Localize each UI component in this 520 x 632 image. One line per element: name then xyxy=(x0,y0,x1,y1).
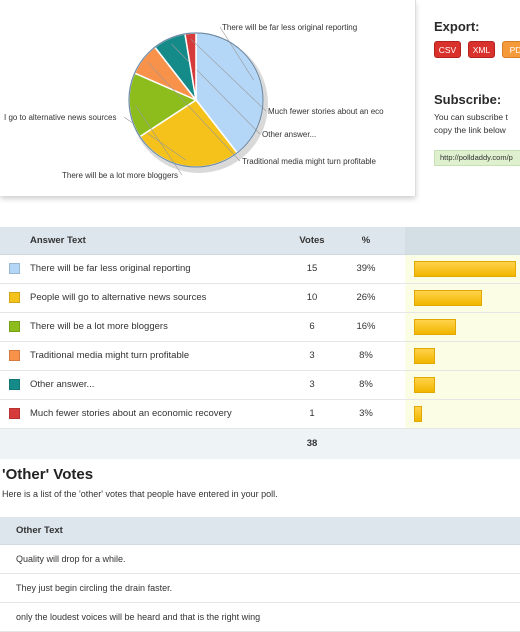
bar-cell xyxy=(405,400,520,428)
vote-percent: 26% xyxy=(356,292,376,303)
pie-label: There will be far less original reportin… xyxy=(222,23,357,32)
other-vote-row: Quality will drop for a while. xyxy=(0,545,520,574)
subscribe-text-line: copy the link below xyxy=(434,125,506,135)
bar-cell xyxy=(405,371,520,399)
color-swatch xyxy=(9,408,20,419)
pie-label: There will be a lot more bloggers xyxy=(62,171,178,180)
pie-label: I go to alternative news sources xyxy=(4,113,117,122)
pie-leader-line xyxy=(190,38,267,112)
pie-label: Much fewer stories about an eco xyxy=(268,107,384,116)
vote-count: 15 xyxy=(306,263,318,274)
side-panel: Export: CSV XML PD Subscribe: You can su… xyxy=(416,0,520,200)
other-text-header: Other Text xyxy=(0,517,520,545)
results-table: Answer Text Votes % There will be far le… xyxy=(0,227,520,459)
export-xml-button[interactable]: XML xyxy=(468,41,495,58)
subscribe-text: You can subscribe t copy the link below xyxy=(434,111,520,137)
color-swatch xyxy=(9,292,20,303)
bar-cell xyxy=(405,255,520,283)
subscribe-url-field[interactable]: http://polldaddy.com/p xyxy=(434,150,520,166)
vote-percent: 39% xyxy=(356,263,376,274)
votes-header: Votes xyxy=(299,235,325,246)
pie-label: Other answer... xyxy=(262,130,316,139)
result-bar xyxy=(414,319,456,335)
result-rows: There will be far less original reportin… xyxy=(0,255,520,429)
vote-percent: 3% xyxy=(359,408,373,419)
result-row: There will be far less original reportin… xyxy=(0,255,520,284)
pie-label: Traditional media might turn profitable xyxy=(242,157,377,166)
color-swatch xyxy=(9,263,20,274)
pie-leader-line xyxy=(219,26,254,81)
result-row: Much fewer stories about an economic rec… xyxy=(0,400,520,429)
other-vote-row: only the loudest voices will be heard an… xyxy=(0,603,520,632)
vote-count: 3 xyxy=(309,350,315,361)
other-votes-heading: 'Other' Votes xyxy=(2,466,94,483)
result-bar xyxy=(414,261,516,277)
total-votes: 38 xyxy=(306,438,318,449)
result-row: Traditional media might turn profitable 3… xyxy=(0,342,520,371)
percent-header: % xyxy=(361,235,371,246)
answer-text: Other answer... xyxy=(30,379,95,390)
answer-text: There will be far less original reportin… xyxy=(30,263,191,274)
vote-percent: 16% xyxy=(356,321,376,332)
vote-percent: 8% xyxy=(359,379,373,390)
export-heading: Export: xyxy=(434,19,480,34)
top-section: There will be far less original reportin… xyxy=(0,0,520,200)
pie-leader-line xyxy=(171,43,261,135)
answer-text: Traditional media might turn profitable xyxy=(30,350,190,361)
result-bar xyxy=(414,406,422,422)
bar-header-cell xyxy=(405,227,520,254)
results-header-row: Answer Text Votes % xyxy=(0,227,520,255)
result-row: Other answer... 3 8% xyxy=(0,371,520,400)
vote-count: 6 xyxy=(309,321,315,332)
result-row: There will be a lot more bloggers 6 16% xyxy=(0,313,520,342)
bar-cell xyxy=(405,342,520,370)
result-bar xyxy=(414,348,435,364)
color-swatch xyxy=(9,379,20,390)
result-bar xyxy=(414,377,435,393)
total-row: 38 xyxy=(0,429,520,459)
other-votes-description: Here is a list of the 'other' votes that… xyxy=(2,489,278,499)
export-csv-button[interactable]: CSV xyxy=(434,41,461,58)
answer-text: People will go to alternative news sourc… xyxy=(30,292,207,303)
answer-text: There will be a lot more bloggers xyxy=(30,321,168,332)
color-swatch xyxy=(9,321,20,332)
vote-count: 3 xyxy=(309,379,315,390)
color-swatch xyxy=(9,350,20,361)
result-row: People will go to alternative news sourc… xyxy=(0,284,520,313)
subscribe-text-line: You can subscribe t xyxy=(434,112,508,122)
other-vote-row: They just begin circling the drain faste… xyxy=(0,574,520,603)
pie-rim xyxy=(128,32,264,168)
answer-text: Much fewer stories about an economic rec… xyxy=(30,408,232,419)
bar-cell xyxy=(405,284,520,312)
bar-cell xyxy=(405,313,520,341)
subscribe-heading: Subscribe: xyxy=(434,92,502,107)
answer-text-header: Answer Text xyxy=(30,235,86,246)
pie-chart: There will be far less original reportin… xyxy=(4,23,384,180)
result-bar xyxy=(414,290,482,306)
vote-percent: 8% xyxy=(359,350,373,361)
export-pdf-button[interactable]: PD xyxy=(502,41,520,58)
vote-count: 10 xyxy=(306,292,318,303)
other-votes-table: Other Text Quality will drop for a while… xyxy=(0,517,520,632)
pie-leader-line xyxy=(147,62,241,162)
vote-count: 1 xyxy=(309,408,315,419)
chart-panel: There will be far less original reportin… xyxy=(0,0,416,196)
